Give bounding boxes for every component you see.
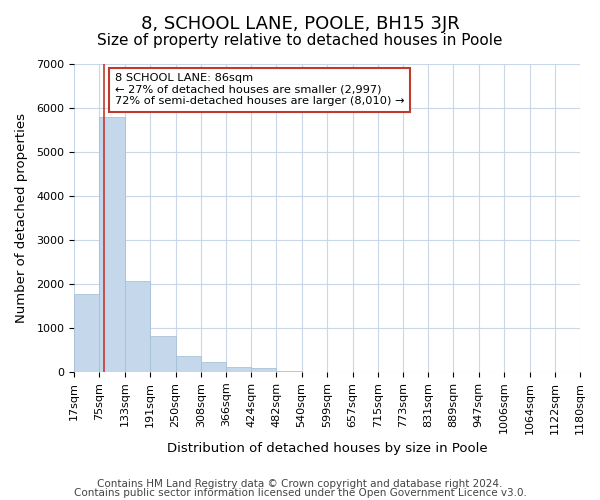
Text: 8, SCHOOL LANE, POOLE, BH15 3JR: 8, SCHOOL LANE, POOLE, BH15 3JR	[140, 15, 460, 33]
Text: Size of property relative to detached houses in Poole: Size of property relative to detached ho…	[97, 32, 503, 48]
Bar	[277, 370, 302, 372]
X-axis label: Distribution of detached houses by size in Poole: Distribution of detached houses by size …	[167, 442, 487, 455]
Bar	[150, 336, 176, 372]
Bar	[251, 368, 277, 372]
Text: Contains HM Land Registry data © Crown copyright and database right 2024.: Contains HM Land Registry data © Crown c…	[97, 479, 503, 489]
Bar	[74, 294, 100, 372]
Text: Contains public sector information licensed under the Open Government Licence v3: Contains public sector information licen…	[74, 488, 526, 498]
Bar	[100, 117, 125, 372]
Bar	[201, 362, 226, 372]
Bar	[176, 356, 201, 372]
Y-axis label: Number of detached properties: Number of detached properties	[15, 113, 28, 323]
Bar	[226, 367, 251, 372]
Bar	[125, 281, 150, 372]
Text: 8 SCHOOL LANE: 86sqm
← 27% of detached houses are smaller (2,997)
72% of semi-de: 8 SCHOOL LANE: 86sqm ← 27% of detached h…	[115, 73, 404, 106]
